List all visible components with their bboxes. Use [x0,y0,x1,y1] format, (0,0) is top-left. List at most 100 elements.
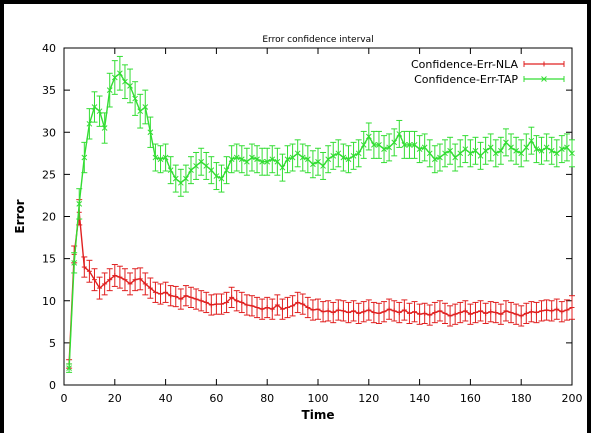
data-point [152,289,158,295]
data-point [157,156,164,163]
data-point [442,150,448,157]
data-point [81,264,87,270]
data-point [426,150,433,157]
data-point [462,308,468,314]
data-point [91,277,97,283]
data-point [188,294,194,300]
data-point [177,179,184,186]
data-point [472,147,479,154]
data-point [269,156,276,163]
x-tick-label: 40 [159,392,173,405]
data-point [417,311,423,317]
x-tick-label: 200 [562,392,583,405]
data-point [228,156,235,163]
data-point [437,154,443,161]
data-point [564,144,570,151]
data-point [442,310,448,316]
data-point [107,277,113,283]
data-point [168,293,174,299]
data-point [208,302,214,308]
data-point [340,154,347,161]
data-point [488,309,494,315]
data-point [391,308,397,314]
data-point [406,142,413,148]
data-point [335,307,341,313]
data-point [401,142,408,148]
data-point [447,313,453,319]
data-point [437,308,443,314]
data-point [330,152,337,159]
data-point [295,299,301,305]
data-point [66,365,72,372]
data-point [304,156,311,163]
x-tick-label: 140 [409,392,430,405]
data-point [523,144,530,151]
data-point [254,156,260,163]
data-point [122,78,128,85]
data-point [498,147,504,154]
data-point [198,158,205,165]
data-point [528,137,535,144]
data-point [249,154,255,161]
data-point [518,313,524,319]
data-point [163,289,169,295]
data-point [356,310,362,316]
data-point [487,144,494,151]
data-point [554,306,560,312]
data-point [350,152,357,159]
data-point [351,308,357,314]
data-point [127,281,133,287]
data-point [386,306,392,312]
data-point [300,301,306,307]
data-point [543,144,550,151]
data-point [127,83,133,89]
data-point [381,309,387,315]
y-tick-label: 30 [42,126,56,139]
data-point [218,175,225,182]
legend-marker [541,76,547,82]
data-point [325,156,332,163]
data-point [539,308,545,314]
data-point [345,156,352,163]
data-point [208,167,215,174]
data-point [452,311,458,317]
data-point [376,310,382,316]
data-point [193,296,199,302]
data-point [371,142,377,148]
y-tick-label: 15 [42,253,56,266]
x-tick-label: 120 [358,392,379,405]
data-point [386,144,392,151]
data-point [218,301,224,307]
data-point [340,308,346,314]
data-point [284,156,291,163]
data-point [172,175,179,182]
x-tick-label: 160 [460,392,481,405]
data-point [213,301,219,307]
data-point [569,304,575,310]
data-point [381,146,387,152]
data-point [213,173,220,179]
data-point [518,150,525,157]
y-tick-label: 10 [42,295,56,308]
y-tick-label: 25 [42,168,56,181]
data-point [559,309,565,315]
data-point [102,281,108,287]
data-point [376,142,382,148]
y-tick-label: 35 [42,84,56,97]
data-point [452,154,459,161]
data-point [279,164,286,171]
data-point [259,158,265,165]
data-point [355,150,362,157]
data-point [457,150,464,157]
data-point [239,299,245,305]
data-point [234,298,240,304]
data-point [564,307,570,313]
data-point [137,276,143,282]
data-point [254,304,260,310]
series-line [68,212,573,364]
data-point [421,144,428,151]
data-point [330,310,336,316]
data-point [365,133,372,140]
data-point [289,154,296,161]
data-point [152,154,159,161]
